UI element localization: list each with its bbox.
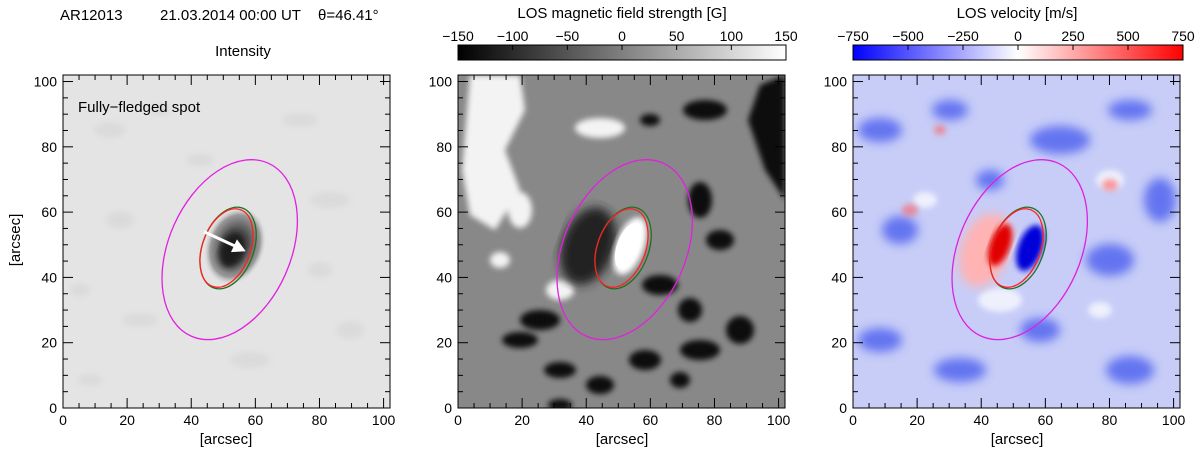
panel2-title: LOS magnetic field strength [G] — [517, 5, 726, 22]
panel-velocity-image — [853, 75, 1180, 408]
colorbar-tick-label: −100 — [497, 28, 529, 44]
colorbar-magnetic: −150 −100 −50 0 50 100 150 — [442, 28, 798, 61]
header-region: AR12013 — [60, 7, 123, 24]
x-tick-label: 60 — [1038, 412, 1054, 428]
colorbar-tick-label: 500 — [1116, 28, 1140, 44]
x-tick-label: 20 — [909, 412, 925, 428]
panel1-annotation: Fully−fledged spot — [78, 99, 201, 116]
panel-magnetic-image — [458, 75, 785, 408]
panel1-xlabel: [arcsec] — [200, 431, 253, 448]
colorbar-tick-label: −150 — [442, 28, 474, 44]
colorbar-tick-label: 0 — [1014, 28, 1022, 44]
y-tick-label: 80 — [41, 139, 57, 155]
contour-outer_magenta — [951, 159, 1089, 341]
x-tick-label: 0 — [849, 412, 857, 428]
x-tick-label: 60 — [643, 412, 659, 428]
contour-outer_magenta — [556, 159, 694, 341]
y-tick-label: 60 — [41, 204, 57, 220]
header-datetime: 21.03.2014 00:00 UT — [160, 7, 301, 24]
panel1-title: Intensity — [215, 43, 271, 60]
colorbar-tick-label: 100 — [720, 28, 744, 44]
y-tick-label: 0 — [444, 400, 452, 416]
x-tick-label: 20 — [514, 412, 530, 428]
header-theta: θ=46.41° — [318, 7, 379, 24]
y-tick-label: 40 — [41, 269, 57, 285]
colorbar-tick-label: 0 — [618, 28, 626, 44]
x-tick-label: 0 — [59, 412, 67, 428]
panel-intensity-frame — [62, 74, 391, 409]
x-tick-label: 40 — [183, 412, 199, 428]
y-tick-label: 60 — [436, 204, 452, 220]
x-tick-label: 60 — [248, 412, 264, 428]
contour-red — [594, 208, 649, 288]
colorbar-velocity: −750 −500 −250 0 250 500 750 — [837, 28, 1195, 61]
x-tick-label: 40 — [973, 412, 989, 428]
colorbar-tick-label: 250 — [1061, 28, 1085, 44]
colorbar-tick-label: 750 — [1171, 28, 1195, 44]
y-tick-label: 80 — [436, 139, 452, 155]
arrow-shaft — [203, 230, 241, 250]
x-tick-label: 0 — [454, 412, 462, 428]
x-tick-label: 20 — [119, 412, 135, 428]
y-tick-label: 100 — [824, 74, 848, 90]
panel1-ylabel: [arcsec] — [7, 214, 24, 267]
y-tick-label: 100 — [429, 74, 453, 90]
x-tick-label: 80 — [312, 412, 328, 428]
panel3-xlabel: [arcsec] — [991, 431, 1044, 448]
contour-red — [989, 208, 1044, 288]
panel-velocity-frame — [852, 74, 1181, 409]
x-tick-label: 40 — [578, 412, 594, 428]
contour-red — [199, 208, 254, 288]
colorbar-tick-label: −250 — [947, 28, 979, 44]
colorbar-tick-label: 50 — [669, 28, 685, 44]
y-tick-label: 0 — [49, 400, 57, 416]
y-tick-label: 80 — [831, 139, 847, 155]
arrow-head — [230, 239, 246, 253]
contour-outer_magenta — [161, 159, 299, 341]
y-tick-label: 20 — [436, 335, 452, 351]
colorbar-tick-label: −500 — [892, 28, 924, 44]
panel-magnetic-frame — [457, 74, 786, 409]
y-tick-label: 40 — [831, 269, 847, 285]
x-tick-label: 100 — [767, 412, 791, 428]
y-tick-label: 0 — [839, 400, 847, 416]
y-tick-label: 40 — [436, 269, 452, 285]
y-tick-label: 60 — [831, 204, 847, 220]
x-tick-label: 80 — [707, 412, 723, 428]
x-tick-label: 80 — [1102, 412, 1118, 428]
y-tick-label: 100 — [34, 74, 58, 90]
x-tick-label: 100 — [372, 412, 396, 428]
colorbar-tick-label: 150 — [774, 28, 798, 44]
colorbar-tick-label: −750 — [837, 28, 869, 44]
panel3-title: LOS velocity [m/s] — [957, 5, 1078, 22]
colorbar-tick-label: −50 — [555, 28, 579, 44]
x-tick-label: 100 — [1162, 412, 1186, 428]
y-tick-label: 20 — [41, 335, 57, 351]
panel2-xlabel: [arcsec] — [596, 431, 649, 448]
y-tick-label: 20 — [831, 335, 847, 351]
